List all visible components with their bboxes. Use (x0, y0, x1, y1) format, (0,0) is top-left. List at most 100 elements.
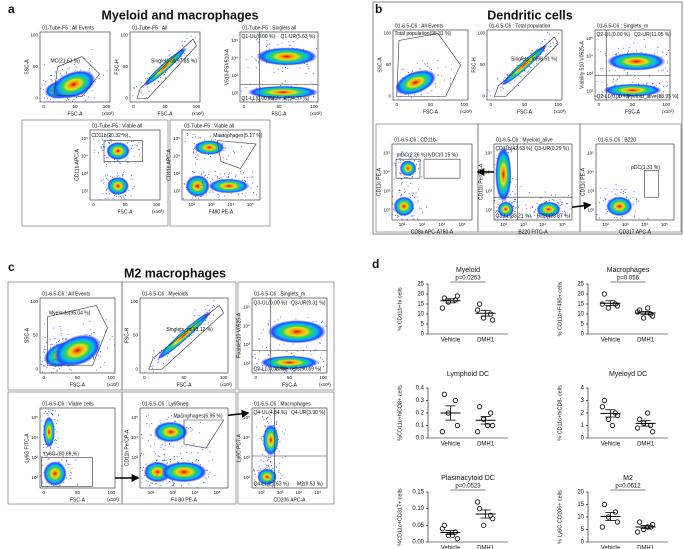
y-tick-label: 0.10 (412, 506, 424, 512)
event-dot (403, 155, 405, 157)
event-dot (551, 199, 553, 201)
event-dot (218, 196, 220, 198)
event-dot (281, 431, 283, 433)
event-dot (71, 369, 73, 371)
event-dot (633, 190, 635, 192)
plot-area (240, 32, 335, 102)
x-tick-label: 50 (276, 104, 282, 109)
event-dot (268, 354, 270, 356)
event-dot (180, 485, 182, 487)
event-dot (632, 81, 634, 83)
y-tick-label: 10⁴ (586, 53, 593, 58)
event-dot (76, 484, 78, 486)
event-dot (138, 90, 140, 92)
event-dot (212, 459, 214, 461)
event-dot (75, 459, 77, 461)
event-dot (325, 364, 327, 366)
event-dot (533, 211, 535, 213)
plot-area (138, 408, 228, 488)
data-dot (489, 422, 496, 429)
event-dot (271, 464, 273, 466)
event-dot (279, 480, 281, 482)
event-dot (599, 202, 601, 204)
event-dot (401, 181, 403, 183)
data-dot (454, 536, 460, 542)
plot-header: 01-Tube-F5 : Viable all (92, 123, 142, 129)
event-dot (136, 145, 138, 147)
event-dot (106, 157, 108, 159)
event-dot (315, 320, 317, 322)
event-dot (375, 102, 376, 103)
event-dot (437, 60, 439, 62)
event-dot (260, 459, 262, 461)
plot-header: 01-6.5-C6 : Singlets_m (254, 291, 305, 297)
density (107, 176, 129, 196)
event-dot (67, 467, 69, 469)
event-dot (512, 122, 513, 123)
event-dot (615, 69, 617, 71)
event-dot (335, 342, 336, 343)
plot-border (251, 407, 328, 489)
event-dot (56, 369, 58, 371)
frame (169, 119, 271, 227)
event-dot (161, 477, 163, 479)
event-dot (130, 140, 132, 142)
event-dot (161, 81, 163, 83)
event-dot (307, 66, 309, 68)
x-tick-label: 100 (103, 104, 111, 109)
event-dot (134, 87, 136, 89)
event-dot (489, 90, 491, 92)
event-dot (138, 422, 139, 423)
event-dot (154, 462, 156, 464)
x-tick-label: Vehicle (441, 546, 461, 549)
x-tick-label: 0 (243, 104, 246, 109)
y-axis-label: % Ly6C-CD206+ cells (557, 490, 563, 544)
gate-label: Q4-UR(3.90 %) (291, 410, 326, 416)
event-dot (263, 461, 265, 463)
event-dot (529, 207, 531, 209)
event-dot (288, 41, 290, 43)
event-dot (395, 214, 397, 216)
plot-area (252, 298, 336, 373)
event-dot (624, 192, 626, 194)
event-dot (606, 194, 608, 196)
event-dot (144, 78, 146, 80)
event-dot (390, 213, 391, 214)
event-dot (222, 135, 224, 137)
event-dot (97, 355, 99, 357)
panel-label: d (372, 257, 379, 271)
event-dot (53, 338, 55, 340)
density (607, 52, 666, 71)
event-dot (605, 212, 607, 214)
event-dot (209, 191, 211, 193)
event-dot (147, 86, 149, 88)
event-dot (533, 210, 535, 212)
event-dot (403, 68, 405, 70)
event-dot (211, 139, 213, 141)
event-dot (266, 469, 268, 471)
event-dot (110, 139, 112, 141)
y-tick-label: 10⁴ (173, 153, 180, 158)
event-dot (100, 180, 102, 182)
plot-border (595, 143, 675, 221)
event-dot (649, 95, 651, 97)
event-dot (301, 97, 303, 99)
event-dot (401, 183, 403, 185)
event-dot (210, 156, 212, 158)
event-dot (143, 467, 145, 469)
event-dot (192, 429, 194, 431)
event-dot (633, 42, 635, 44)
y-tick-label: 0.00 (412, 540, 424, 546)
event-dot (256, 39, 258, 41)
event-dot (266, 466, 268, 468)
event-dot (94, 149, 96, 151)
event-dot (661, 51, 663, 53)
event-dot (117, 355, 118, 356)
plot-area (596, 144, 674, 220)
event-dot (390, 204, 391, 205)
event-dot (45, 451, 47, 453)
event-dot (265, 456, 267, 458)
event-dot (449, 83, 451, 85)
event-dot (334, 88, 335, 89)
